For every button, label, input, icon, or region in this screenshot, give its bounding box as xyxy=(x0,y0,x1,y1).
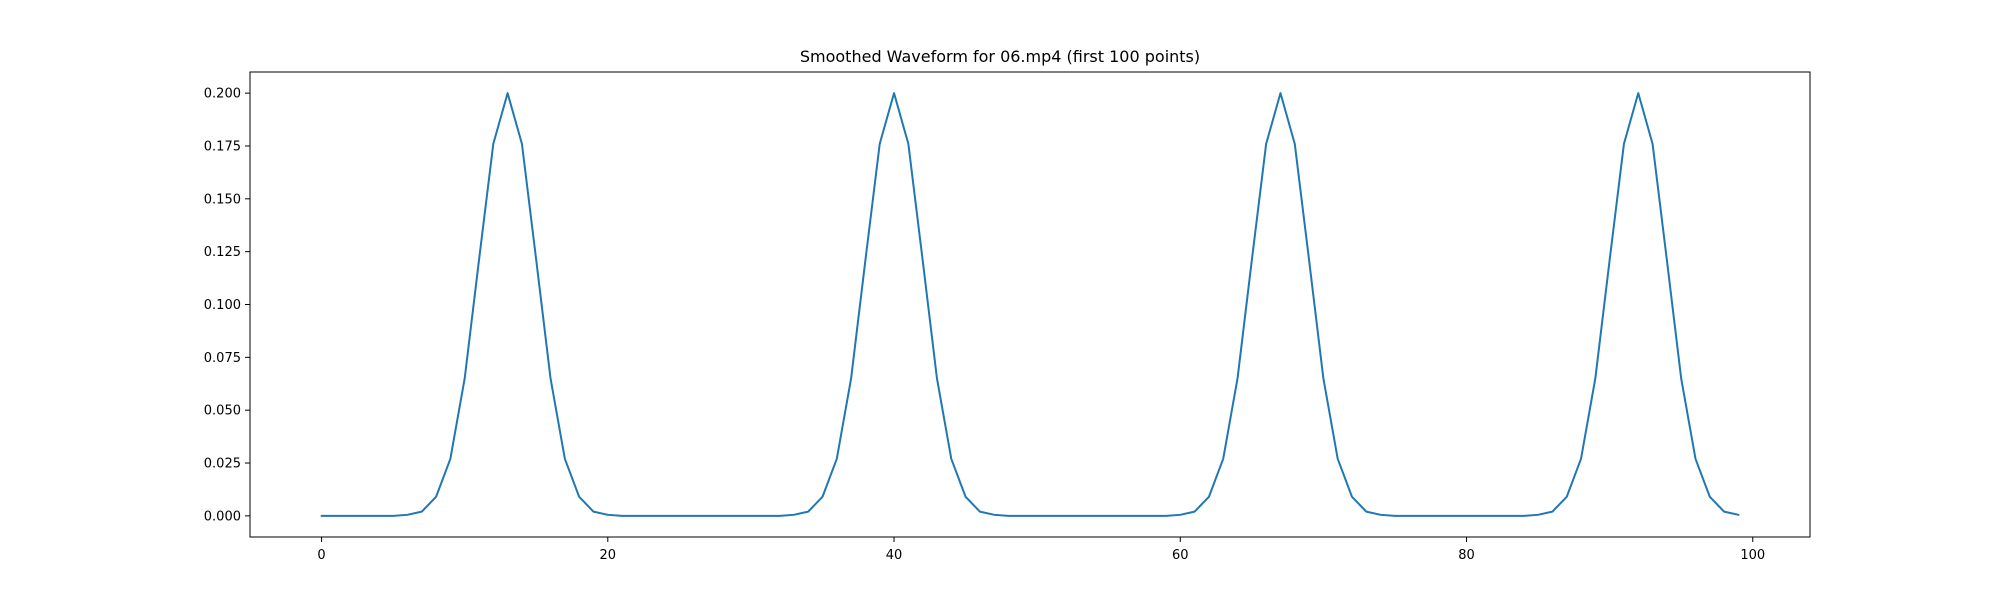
y-tick-label: 0.025 xyxy=(204,457,241,472)
y-tick-label: 0.100 xyxy=(204,298,241,313)
y-tick-label: 0.075 xyxy=(204,351,241,366)
y-tick-label: 0.200 xyxy=(204,87,241,102)
chart-title: Smoothed Waveform for 06.mp4 (first 100 … xyxy=(800,47,1200,66)
y-tick-label: 0.125 xyxy=(204,245,241,260)
y-tick-label: 0.050 xyxy=(204,404,241,419)
plot-frame xyxy=(249,71,1811,538)
x-axis: 0 20 40 60 80 100 xyxy=(317,537,1765,563)
x-tick-label: 60 xyxy=(1172,548,1189,563)
x-tick-label: 80 xyxy=(1458,548,1475,563)
waveform-line xyxy=(320,92,1740,517)
series-layer xyxy=(320,92,1740,517)
x-tick-label: 20 xyxy=(600,548,617,563)
x-tick-label: 100 xyxy=(1740,548,1765,563)
y-tick-label: 0.175 xyxy=(204,139,241,154)
x-tick-label: 40 xyxy=(886,548,903,563)
y-axis: 0.000 0.025 0.050 0.075 0.100 0.125 0.150 0.175… xyxy=(204,87,250,524)
x-tick-label: 0 xyxy=(317,548,325,563)
y-tick-label: 0.150 xyxy=(204,192,241,207)
y-tick-label: 0.000 xyxy=(204,509,241,524)
